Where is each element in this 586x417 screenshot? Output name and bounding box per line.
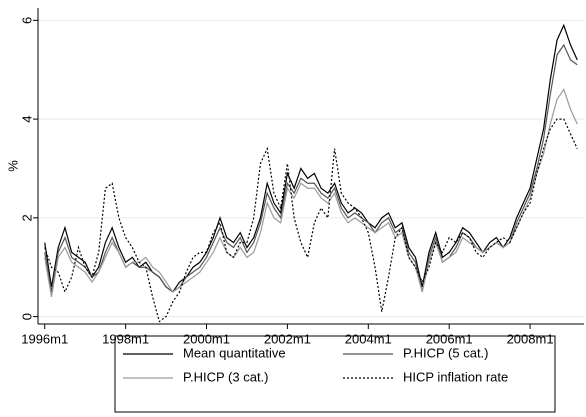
x-tick-label: 2008m1: [507, 331, 554, 346]
y-tick-label: 4: [19, 115, 34, 122]
legend-label: P.HICP (5 cat.): [403, 345, 489, 360]
y-tick-label: 6: [19, 17, 34, 24]
y-tick-label: 2: [19, 214, 34, 221]
legend-box: [114, 335, 556, 413]
y-axis-label: %: [5, 160, 20, 172]
legend-label: Mean quantitative: [183, 345, 286, 360]
x-tick-label: 2002m1: [264, 331, 311, 346]
x-tick-label: 2006m1: [426, 331, 473, 346]
x-tick-label: 1996m1: [21, 331, 68, 346]
y-tick-label: 0: [19, 313, 34, 320]
legend-label: HICP inflation rate: [403, 369, 508, 384]
series-line: [44, 118, 578, 323]
x-tick-label: 1998m1: [102, 331, 149, 346]
series-line: [44, 23, 578, 293]
legend-label: P.HICP (3 cat.): [183, 369, 269, 384]
x-tick-label: 2000m1: [183, 331, 230, 346]
x-tick-label: 2004m1: [345, 331, 392, 346]
